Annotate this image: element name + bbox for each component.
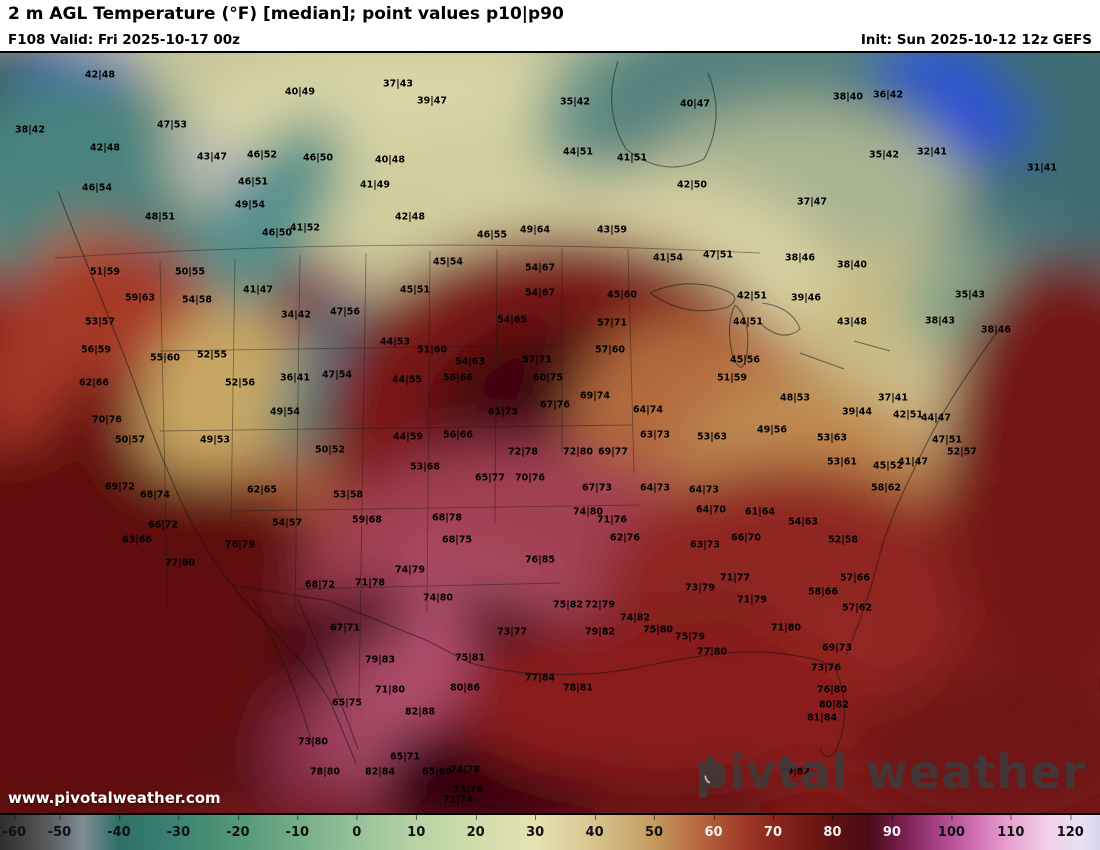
colorbar-tick-label: -50 [48,815,71,850]
colorbar: -60 -50 -40 -30 -20 -10 0 10 20 30 40 50 60 70 80 90 100… [0,815,1100,850]
colorbar-tick-label: 100 [938,815,965,850]
colorbar-tick-label: 70 [764,815,782,850]
colorbar-tick-label: -20 [226,815,250,850]
colorbar-tick-label: -30 [167,815,190,850]
pivotal-weather-watermark: piv tal weather [695,749,1086,795]
temperature-map: 42|48 40|49 37|43 39|47 35|42 40|47 38|40 36|42… [0,53,1100,815]
colorbar-ticks: -60 -50 -40 -30 -20 -10 0 10 20 30 40 50 60 70 80 90 100… [0,815,1100,850]
colorbar-tick-label: 120 [1057,815,1084,850]
temperature-field-svg [0,53,1100,813]
colorbar-tick-label: 60 [704,815,723,850]
valid-time-text: F108 Valid: Fri 2025-10-17 00z [8,32,240,48]
colorbar-tick-label: 10 [407,815,425,850]
subheader: F108 Valid: Fri 2025-10-17 00z Init: Sun… [0,29,1100,53]
map-boundaries [54,244,761,699]
colorbar-tick-label: -60 [3,815,26,850]
colorbar-tick-label: 80 [823,815,841,850]
init-time-text: Init: Sun 2025-10-12 12z GEFS [860,32,1092,48]
colorbar-tick-label: 90 [883,815,901,850]
colorbar-tick-label: 40 [586,815,604,850]
colorbar-tick-label: -40 [107,815,131,850]
colorbar-tick-label: 30 [526,815,544,850]
temperature-field [0,53,1100,813]
colorbar-tick-label: -10 [286,815,309,850]
page-title: 2 m AGL Temperature (°F) [median]; point… [0,0,1100,29]
colorbar-tick-label: 0 [352,815,361,850]
pivotal-droplet-icon [699,753,721,788]
coastlines [57,60,999,764]
watermark-url: www.pivotalweather.com [8,789,221,807]
brand-suffix: tal weather [776,745,1086,799]
colorbar-tick-label: 20 [467,815,485,850]
colorbar-tick-label: 50 [645,815,663,850]
colorbar-tick-label: 110 [997,815,1024,850]
